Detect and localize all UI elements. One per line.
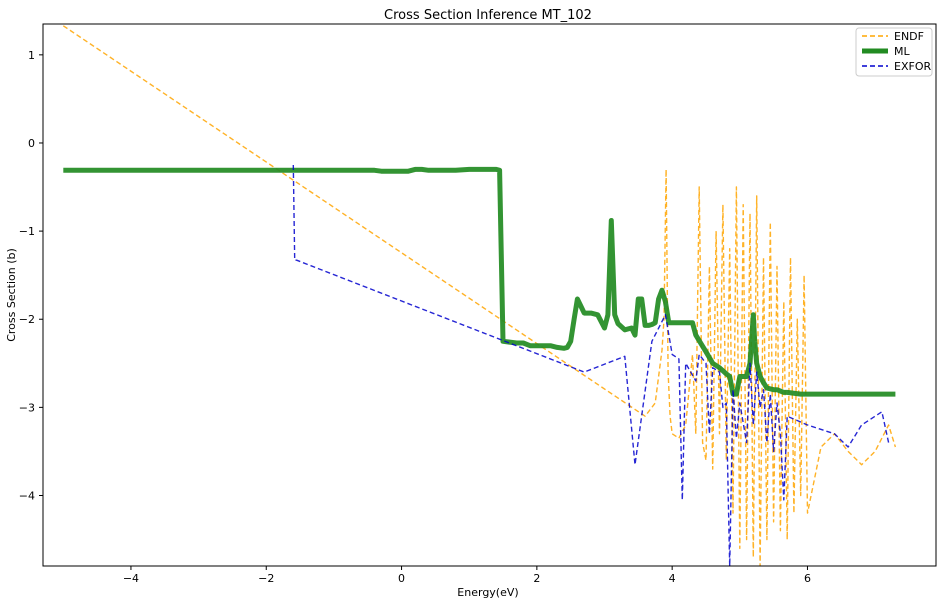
chart-title: Cross Section Inference MT_102 <box>384 8 592 23</box>
plot-frame <box>42 23 937 567</box>
y-axis: −4 −3 −2 −1 0 1 <box>19 49 43 502</box>
y-tick-label: 0 <box>28 137 35 150</box>
x-tick-label: 2 <box>533 572 540 585</box>
series-layer <box>62 25 897 566</box>
y-axis-label: Cross Section (b) <box>5 248 18 342</box>
x-axis: −4 −2 0 2 4 6 <box>123 566 811 585</box>
series-line-exfor <box>292 164 890 566</box>
y-tick-label: −1 <box>19 225 35 238</box>
x-tick-label: −4 <box>123 572 139 585</box>
y-tick-label: −2 <box>19 313 35 326</box>
y-tick-label: 1 <box>28 49 35 62</box>
x-tick-label: 0 <box>398 572 405 585</box>
legend-label-endf: ENDF <box>894 30 924 43</box>
x-tick-label: −2 <box>258 572 274 585</box>
y-tick-label: −4 <box>19 489 35 502</box>
legend-label-ml: ML <box>894 45 910 58</box>
legend-label-exfor: EXFOR <box>894 60 931 73</box>
y-tick-label: −3 <box>19 401 35 414</box>
series-line-endf <box>62 25 897 566</box>
legend: ENDF ML EXFOR <box>855 27 933 77</box>
x-tick-label: 6 <box>804 572 811 585</box>
x-tick-label: 4 <box>669 572 676 585</box>
x-axis-label: Energy(eV) <box>457 586 518 599</box>
legend-box <box>855 27 933 77</box>
series-line-ml <box>63 166 896 397</box>
